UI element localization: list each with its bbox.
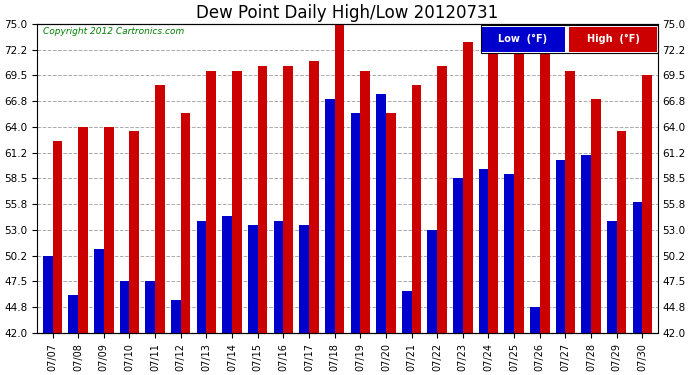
Title: Dew Point Daily High/Low 20120731: Dew Point Daily High/Low 20120731 [197, 4, 499, 22]
Bar [386, 113, 395, 333]
Bar [335, 24, 344, 333]
Bar [104, 127, 114, 333]
Bar [248, 225, 257, 333]
Bar [94, 249, 104, 333]
FancyBboxPatch shape [481, 25, 658, 53]
Bar [171, 300, 181, 333]
Bar [489, 42, 498, 333]
Bar [530, 307, 540, 333]
Bar [555, 160, 565, 333]
Bar [232, 70, 241, 333]
Bar [130, 132, 139, 333]
Bar [607, 220, 617, 333]
Bar [463, 42, 473, 333]
Bar [351, 113, 360, 333]
Bar [43, 256, 52, 333]
Bar [427, 230, 437, 333]
Bar [565, 70, 575, 333]
Text: Low  (°F): Low (°F) [498, 34, 547, 44]
Bar [514, 24, 524, 333]
Bar [299, 225, 309, 333]
Text: Copyright 2012 Cartronics.com: Copyright 2012 Cartronics.com [43, 27, 185, 36]
Bar [119, 282, 130, 333]
FancyBboxPatch shape [569, 27, 658, 51]
Bar [642, 75, 652, 333]
Bar [479, 169, 489, 333]
Bar [360, 70, 370, 333]
Text: High  (°F): High (°F) [587, 34, 640, 44]
Bar [437, 66, 447, 333]
Bar [309, 61, 319, 333]
Bar [197, 220, 206, 333]
Bar [453, 178, 463, 333]
Bar [284, 66, 293, 333]
Bar [540, 38, 549, 333]
Bar [325, 99, 335, 333]
Bar [222, 216, 232, 333]
Bar [257, 66, 268, 333]
Bar [52, 141, 62, 333]
FancyBboxPatch shape [482, 27, 565, 51]
Bar [181, 113, 190, 333]
Bar [146, 282, 155, 333]
Bar [206, 70, 216, 333]
Bar [78, 127, 88, 333]
Bar [402, 291, 411, 333]
Bar [376, 94, 386, 333]
Bar [155, 85, 165, 333]
Bar [504, 174, 514, 333]
Bar [273, 220, 284, 333]
Bar [411, 85, 422, 333]
Bar [633, 202, 642, 333]
Bar [68, 296, 78, 333]
Bar [591, 99, 601, 333]
Bar [617, 132, 627, 333]
Bar [581, 155, 591, 333]
